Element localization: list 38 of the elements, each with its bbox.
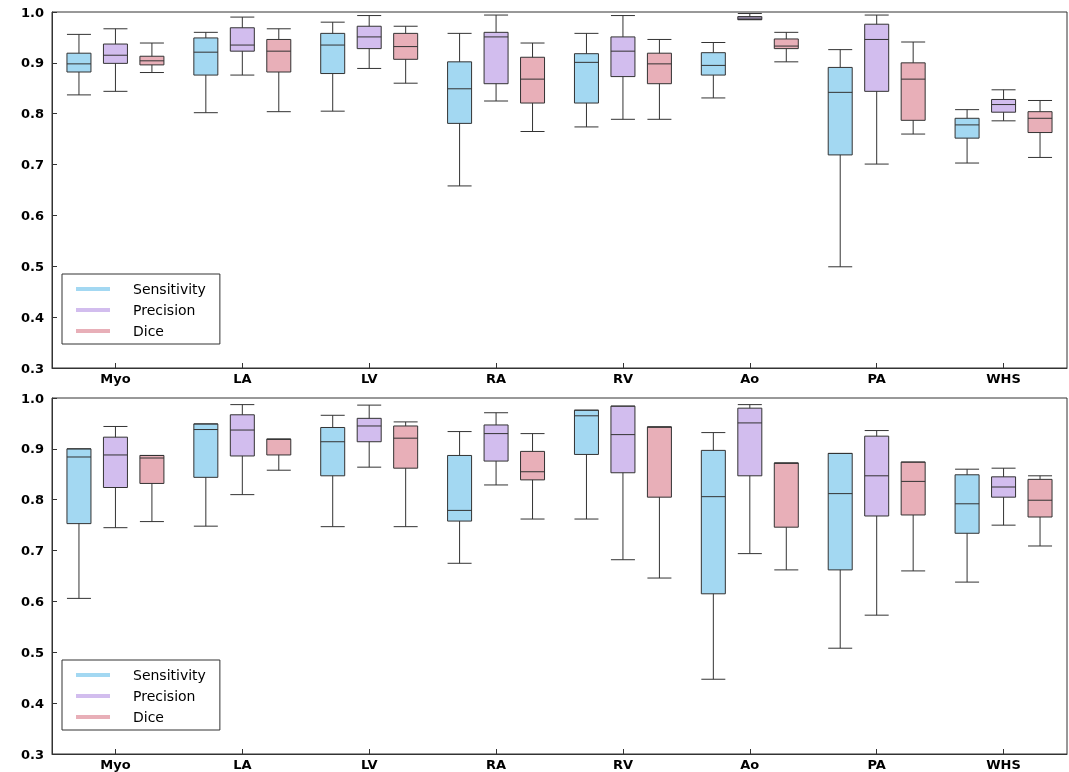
x-tick-label: LA bbox=[233, 757, 252, 772]
x-tick-label: Ao bbox=[740, 371, 760, 386]
y-tick-label: 0.3 bbox=[20, 360, 44, 376]
legend-label: Dice bbox=[133, 323, 164, 339]
y-tick-label: 0.6 bbox=[20, 593, 44, 609]
y-tick-label: 0.5 bbox=[20, 258, 44, 274]
x-tick-label: RA bbox=[486, 757, 507, 772]
y-tick-label: 0.4 bbox=[20, 309, 44, 325]
y-tick-label: 0.8 bbox=[20, 106, 44, 122]
x-tick-label: WHS bbox=[986, 757, 1021, 772]
x-tick-label: LV bbox=[360, 757, 378, 772]
x-tick-label: PA bbox=[867, 757, 886, 772]
y-tick-label: 1.0 bbox=[20, 4, 44, 20]
x-tick-label: Myo bbox=[100, 757, 131, 772]
y-tick-label: 0.8 bbox=[20, 492, 44, 508]
y-tick-label: 1.0 bbox=[20, 390, 44, 406]
legend-label: Dice bbox=[133, 709, 164, 725]
x-tick-label: RA bbox=[486, 371, 507, 386]
y-tick-label: 0.9 bbox=[20, 441, 44, 457]
legend-label: Precision bbox=[133, 302, 196, 318]
y-tick-label: 0.9 bbox=[20, 55, 44, 71]
x-tick-label: LA bbox=[233, 371, 252, 386]
y-tick-label: 0.6 bbox=[20, 207, 44, 223]
x-tick-label: Ao bbox=[740, 757, 760, 772]
y-tick-label: 0.7 bbox=[20, 157, 44, 173]
y-tick-label: 0.5 bbox=[20, 644, 44, 660]
legend-label: Sensitivity bbox=[133, 281, 206, 297]
y-tick-label: 0.4 bbox=[20, 695, 44, 711]
x-tick-label: PA bbox=[867, 371, 886, 386]
y-tick-label: 0.3 bbox=[20, 746, 44, 762]
y-tick-label: 0.7 bbox=[20, 543, 44, 559]
x-tick-label: Myo bbox=[100, 371, 131, 386]
legend-label: Precision bbox=[133, 688, 196, 704]
x-tick-label: LV bbox=[360, 371, 378, 386]
x-tick-label: RV bbox=[612, 371, 633, 386]
legend-label: Sensitivity bbox=[133, 667, 206, 683]
x-tick-label: WHS bbox=[986, 371, 1021, 386]
x-tick-label: RV bbox=[612, 757, 633, 772]
